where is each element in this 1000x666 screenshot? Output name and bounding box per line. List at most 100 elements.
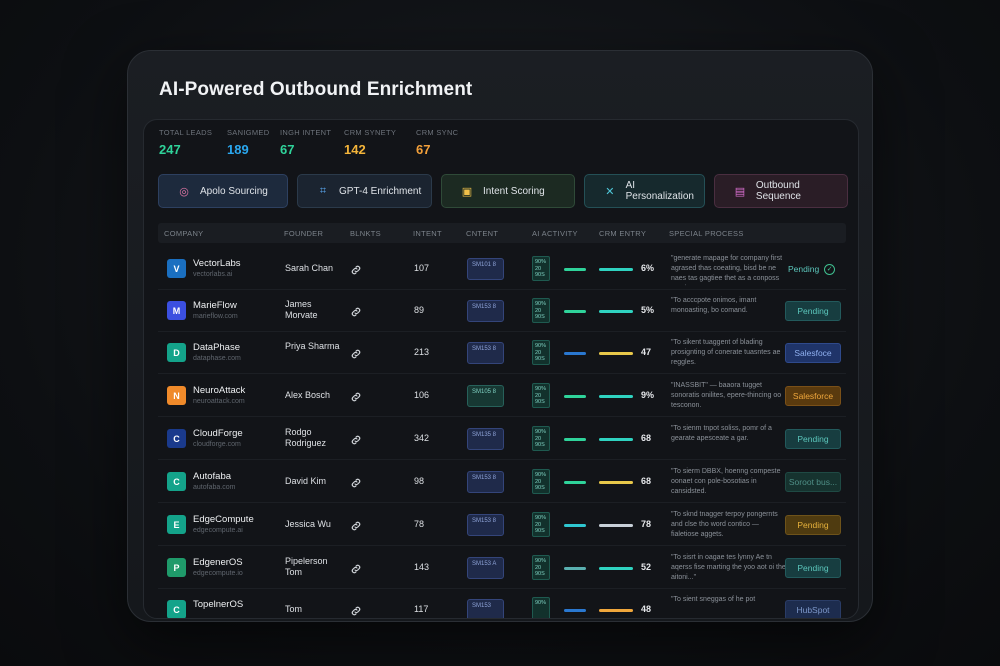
crm-percent: 52 bbox=[641, 562, 652, 572]
page-title: AI-Powered Outbound Enrichment bbox=[159, 79, 473, 100]
content-chip: SM153 8 bbox=[467, 471, 504, 493]
column-header[interactable]: SPECIAL PROCESS bbox=[669, 229, 744, 238]
content-chip: SM105 8 bbox=[467, 385, 504, 407]
stat-block: INGH INTENT 67 bbox=[280, 128, 344, 157]
crm-bar bbox=[599, 310, 633, 313]
stage-button[interactable]: ⌗ GPT-4 Enrichment bbox=[297, 174, 432, 208]
company-name[interactable]: Autofaba bbox=[193, 471, 232, 482]
link-icon[interactable] bbox=[350, 433, 362, 445]
column-header[interactable]: FOUNDER bbox=[284, 229, 324, 238]
dashboard-panel: TOTAL LEADS 247 SANIGMED 189 INGH INTENT 67 CR… bbox=[143, 119, 859, 619]
company-name[interactable]: VectorLabs bbox=[193, 258, 241, 269]
crm-bar bbox=[599, 609, 633, 612]
company-name[interactable]: MarieFlow bbox=[193, 300, 237, 311]
stage-button[interactable]: ▣ Intent Scoring bbox=[441, 174, 575, 208]
stage-button[interactable]: ▤ Outbound Sequence bbox=[714, 174, 848, 208]
table-row[interactable]: M MarieFlow marieflow.com James Morvate 89 SM… bbox=[158, 290, 846, 332]
column-header[interactable]: BLNKTS bbox=[350, 229, 381, 238]
ai-activity-badge: 90% 20 90S bbox=[532, 383, 550, 408]
company-logo: C bbox=[167, 600, 186, 618]
special-process-text: "generate mapage for company first agras… bbox=[671, 255, 783, 286]
table-row[interactable]: N NeuroAttack neuroattack.com Alex Bosch 106… bbox=[158, 375, 846, 417]
content-chip: SM153 8 bbox=[467, 342, 504, 364]
crm-bar bbox=[599, 567, 633, 570]
crm-bar bbox=[599, 438, 633, 441]
stat-value: 67 bbox=[416, 142, 431, 157]
status-badge[interactable]: Pending bbox=[785, 558, 841, 578]
table-row[interactable]: V VectorLabs vectorlabs.ai Sarah Chan 107 SM1… bbox=[158, 248, 846, 290]
ai-activity-badge: 90% 20 90S bbox=[532, 340, 550, 365]
link-icon[interactable] bbox=[350, 476, 362, 488]
link-icon[interactable] bbox=[350, 562, 362, 574]
table-row[interactable]: C TopelnerOS Tom 117 SM153 90% 48 "To sient sne… bbox=[158, 589, 846, 618]
status-badge[interactable]: Pending bbox=[785, 301, 841, 321]
status-badge[interactable]: Pending ✓ bbox=[785, 259, 841, 279]
status-badge[interactable]: HubSpot bbox=[785, 600, 841, 618]
stat-block: SANIGMED 189 bbox=[227, 128, 280, 157]
intent-score: 98 bbox=[414, 476, 425, 486]
ai-activity-badge: 90% 20 90S bbox=[532, 298, 550, 323]
intent-score: 342 bbox=[414, 433, 430, 443]
company-domain: autofaba.com bbox=[193, 484, 236, 491]
company-name[interactable]: EdgenerOS bbox=[193, 557, 243, 568]
special-process-text: "To sisrt in oagae tes lynny Ae tn aqers… bbox=[671, 554, 786, 581]
company-name[interactable]: DataPhase bbox=[193, 342, 241, 353]
status-badge[interactable]: Salesforce bbox=[785, 386, 841, 406]
status-badge[interactable]: Soroot bus... bbox=[785, 472, 841, 492]
founder-name: David Kim bbox=[285, 476, 327, 486]
stage-label: GPT-4 Enrichment bbox=[339, 185, 422, 197]
crm-bar bbox=[599, 481, 633, 484]
company-logo: E bbox=[167, 515, 186, 534]
table-row[interactable]: C Autofaba autofaba.com David Kim 98 SM153 8 9… bbox=[158, 461, 846, 503]
status-badge[interactable]: Pending bbox=[785, 429, 841, 449]
column-header[interactable]: CNTENT bbox=[466, 229, 499, 238]
table-row[interactable]: E EdgeCompute edgecompute.ai Jessica Wu 78 SM… bbox=[158, 504, 846, 546]
content-chip: SM135 8 bbox=[467, 428, 504, 450]
company-name[interactable]: TopelnerOS bbox=[193, 599, 244, 610]
column-header[interactable]: INTENT bbox=[413, 229, 442, 238]
column-header[interactable]: AI ACTIVITY bbox=[532, 229, 578, 238]
stage-label: Outbound Sequence bbox=[755, 180, 801, 202]
intent-score: 107 bbox=[414, 263, 430, 273]
link-icon[interactable] bbox=[350, 604, 362, 616]
table-row[interactable]: P EdgenerOS edgecompute.io Pipelerson Tom 14… bbox=[158, 547, 846, 589]
activity-bar bbox=[564, 395, 586, 398]
company-name[interactable]: CloudForge bbox=[193, 428, 243, 439]
stage-button[interactable]: ◎ Apolo Sourcing bbox=[158, 174, 288, 208]
stage-button[interactable]: ✕ AI Personalization bbox=[584, 174, 705, 208]
circuit-icon: ⌗ bbox=[319, 184, 327, 197]
link-icon[interactable] bbox=[350, 305, 362, 317]
link-icon[interactable] bbox=[350, 519, 362, 531]
link-icon[interactable] bbox=[350, 263, 362, 275]
content-chip: SM153 8 bbox=[467, 514, 504, 536]
company-name[interactable]: EdgeCompute bbox=[193, 514, 254, 525]
crm-bar bbox=[599, 395, 633, 398]
table-row[interactable]: D DataPhase dataphase.com Priya Sharma 213 SM… bbox=[158, 332, 846, 374]
intent-score: 106 bbox=[414, 390, 430, 400]
company-name[interactable]: NeuroAttack bbox=[193, 385, 246, 396]
link-icon[interactable] bbox=[350, 347, 362, 359]
app-window: AI-Powered Outbound Enrichment TOTAL LEA… bbox=[127, 50, 873, 622]
calendar-icon: ▣ bbox=[461, 185, 473, 198]
column-header[interactable]: CRM ENTRY bbox=[599, 229, 647, 238]
crm-percent: 68 bbox=[641, 433, 652, 443]
special-process-text: "To sknd tnagger terpoy pongernts and cl… bbox=[671, 511, 778, 538]
column-header[interactable]: COMPANY bbox=[164, 229, 204, 238]
table-row[interactable]: C CloudForge cloudforge.com Rodgo Rodriguez… bbox=[158, 418, 846, 460]
intent-score: 78 bbox=[414, 519, 425, 529]
activity-bar bbox=[564, 524, 586, 527]
stat-value: 189 bbox=[227, 142, 249, 157]
founder-name: Sarah Chan bbox=[285, 263, 334, 273]
stat-label: TOTAL LEADS bbox=[159, 128, 213, 137]
ai-activity-badge: 90% 20 90S bbox=[532, 555, 550, 580]
special-process-text: "To sierm DBBX, hoenng compeste oonaet c… bbox=[671, 468, 781, 495]
link-icon[interactable] bbox=[350, 390, 362, 402]
activity-bar bbox=[564, 609, 586, 612]
company-logo: V bbox=[167, 259, 186, 278]
status-badge[interactable]: Salesfoce bbox=[785, 343, 841, 363]
activity-bar bbox=[564, 352, 586, 355]
status-badge[interactable]: Pending bbox=[785, 515, 841, 535]
company-logo: M bbox=[167, 301, 186, 320]
intent-score: 89 bbox=[414, 305, 425, 315]
content-chip: SM153 bbox=[467, 599, 504, 618]
